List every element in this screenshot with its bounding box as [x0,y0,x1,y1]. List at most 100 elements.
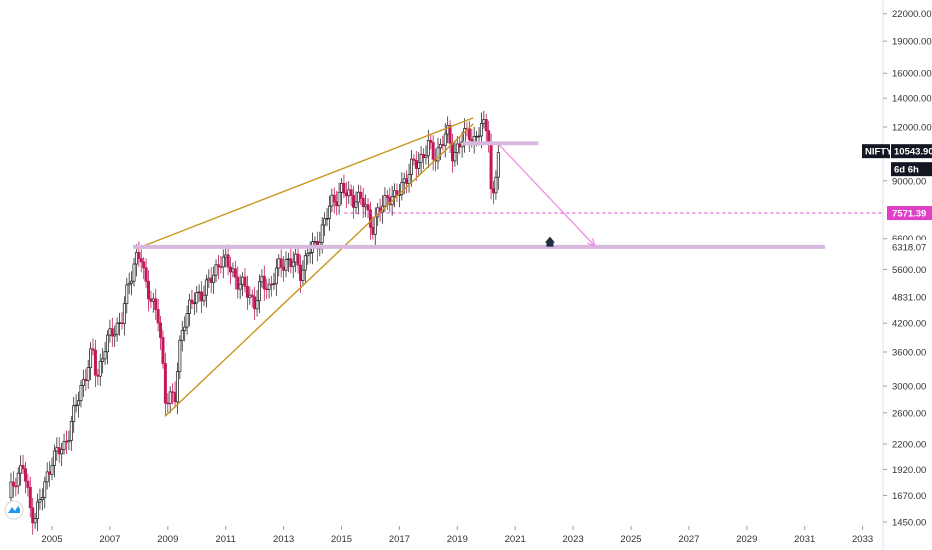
candle-body [306,253,310,257]
candle-body [262,275,266,290]
trendline[interactable] [164,123,474,417]
y-tick-label: 9000.00 [892,176,926,187]
candle-body [448,124,452,144]
candle-body [330,194,334,207]
candle-body [279,258,283,268]
candle-body [221,256,225,268]
candle-body [219,266,223,268]
candle-body [130,280,134,284]
candle-body [166,402,170,405]
candle-body [282,266,286,271]
candle-body [57,447,61,455]
candle-body [36,501,40,520]
candle-body [419,153,423,164]
candle-body [156,309,160,324]
candle-body [125,284,129,305]
candle-body [337,191,341,207]
candle-body [301,269,305,281]
candle-body [238,283,242,290]
candle-body [441,143,445,146]
candle-body [479,123,483,137]
candle-body [81,379,85,386]
candle-body [183,326,187,331]
candle-body [438,143,442,149]
candle-body [402,178,406,183]
candle-body [48,471,52,475]
candle-body [113,333,117,337]
candle-body [9,481,13,499]
candle-body [151,298,155,302]
candle-body [178,339,182,372]
candle-body [373,216,377,235]
candle-body [335,201,339,207]
candle-body [368,209,372,228]
level-price-badge [887,206,932,221]
candle-body [383,195,387,207]
candle-body [250,294,254,298]
candle-body [69,421,73,441]
candle-body [108,328,112,336]
logo-mark [8,506,20,513]
candle-body [161,337,165,364]
candle-body [450,142,454,162]
y-tick-label: 14000.00 [892,94,932,105]
horizontal-zone[interactable] [133,244,825,249]
candle-body [361,197,365,208]
candle-body [132,263,136,282]
tradingview-logo-icon[interactable] [4,500,24,520]
candle-body [60,449,64,455]
candle-body [190,299,194,304]
candle-body [103,351,107,360]
candle-body [277,258,281,269]
x-tick-label: 2025 [620,534,641,545]
annotations-layer [133,117,883,417]
last-price-badge [891,144,932,159]
countdown-badge [891,162,932,177]
horizontal-zone[interactable] [463,141,539,146]
candle-body [294,253,298,263]
candle-body [443,133,447,146]
candle-body [371,226,375,235]
y-tick-label: 3600.00 [892,347,926,358]
candle-body [412,158,416,161]
candle-body [426,139,430,157]
candle-body [137,252,141,259]
candle-body [260,275,264,283]
candle-body [284,259,288,271]
candle-body [26,480,30,488]
candle-body [212,274,216,284]
candle-body [144,267,148,282]
candle-body [325,217,329,220]
candle-body [45,471,49,483]
candle-body [19,465,23,474]
y-axis: 22000.00 19000.00 16000.00 14000.00 12000.00… [883,9,932,528]
candle-body [14,485,18,488]
candle-body [327,205,331,219]
candle-body [231,268,235,273]
candle-body [120,322,124,324]
candle-body [265,288,269,291]
y-tick-label: 22000.00 [892,9,932,20]
candle-body [332,194,336,203]
candle-body [72,405,76,422]
candle-body [248,294,252,298]
axis-price-value: 4831.00 [892,293,926,304]
candle-body [431,142,435,160]
candle-body [122,303,126,324]
axis-price-value: 6318.07 [892,242,926,253]
candle-body [43,481,47,498]
trendline[interactable] [135,117,474,250]
candle-body [200,291,204,302]
candle-body [146,280,150,300]
home-icon[interactable] [544,236,555,247]
candle-body [195,292,199,304]
candle-body [446,124,450,135]
candle-body [484,119,488,132]
candle-body [202,294,206,302]
projection-arrow[interactable] [498,144,596,247]
candle-body [491,188,495,194]
candle-body [173,392,177,403]
candle-body [79,385,83,401]
axis-price-badge [887,239,932,254]
